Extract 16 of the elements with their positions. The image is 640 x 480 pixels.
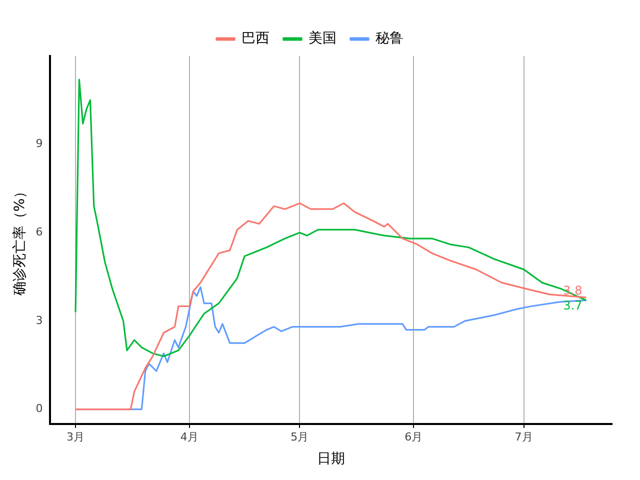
x-tick-label: 5月 — [290, 430, 309, 444]
x-axis-title: 日期 — [316, 451, 345, 468]
x-tick-label: 6月 — [404, 430, 423, 444]
legend-label: 美国 — [308, 30, 336, 47]
y-tick-label: 3 — [36, 314, 43, 327]
x-tick-label: 3月 — [66, 430, 85, 444]
legend-label: 秘鲁 — [376, 30, 404, 47]
y-axis-title: 确诊死亡率（%） — [12, 184, 28, 297]
x-tick-label: 4月 — [180, 430, 198, 444]
y-tick-label: 0 — [36, 402, 43, 416]
x-tick-label: 7月 — [514, 430, 533, 444]
legend-label: 巴西 — [242, 30, 270, 47]
annotation: 3.7 — [563, 298, 582, 312]
annotation: 3.8 — [563, 284, 582, 298]
y-tick-label: 6 — [36, 226, 43, 238]
y-tick-label: 9 — [36, 137, 43, 150]
